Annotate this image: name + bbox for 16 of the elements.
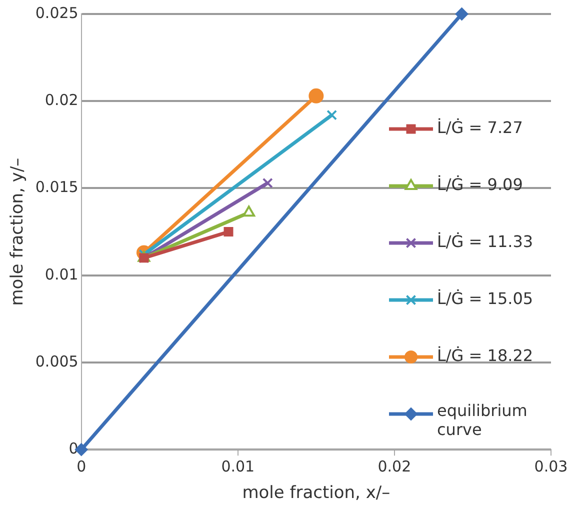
x-tick-label: 0.01 [221,457,255,476]
legend-label: equilibrium curve [437,401,528,440]
y-tick-label: 0.025 [35,4,78,22]
legend-label: L̇/Ġ = 7.27 [437,118,523,138]
y-tick-label: 0.01 [44,265,78,284]
y-axis-title: mole fraction, y/– [8,158,28,306]
x-tick-label: 0.02 [378,457,412,476]
legend-label: L̇/Ġ = 18.22 [437,346,534,366]
legend-label: L̇/Ġ = 9.09 [437,175,523,194]
legend-label: L̇/Ġ = 15.05 [437,289,534,308]
legend-label: L̇/Ġ = 11.33 [437,232,534,252]
x-tick-label: 0.03 [534,457,568,476]
y-tick-label: 0.005 [35,352,78,370]
x-axis-title: mole fraction, x/– [242,483,390,504]
y-tick-label: 0.02 [44,91,78,110]
y-tick-label: 0.015 [35,178,78,196]
